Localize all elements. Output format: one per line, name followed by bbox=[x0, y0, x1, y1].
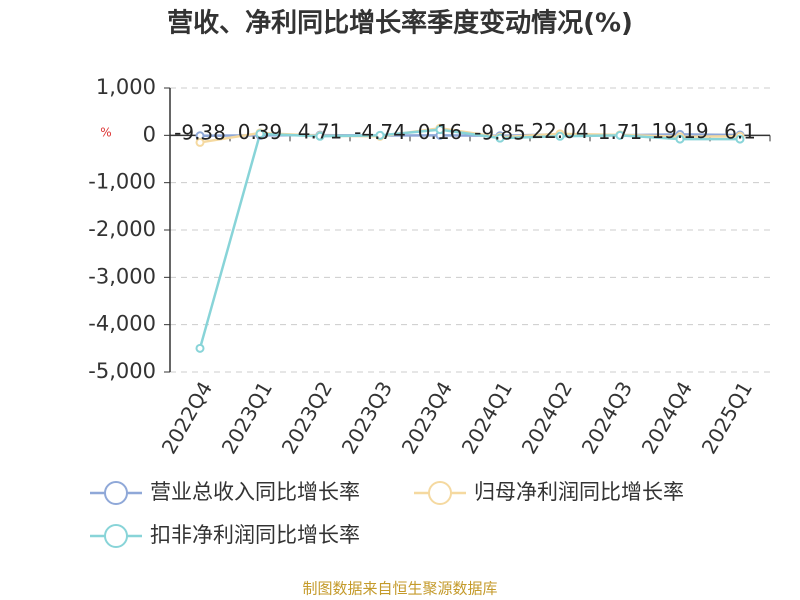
legend-label: 扣非净利润同比增长率 bbox=[150, 523, 360, 547]
x-tick-label: 2023Q1 bbox=[217, 377, 277, 458]
data-label: 6.1 bbox=[724, 120, 756, 144]
y-tick-label: -5,000 bbox=[88, 359, 156, 383]
x-tick-label: 2024Q4 bbox=[637, 377, 697, 458]
x-tick-label: 2022Q4 bbox=[157, 377, 217, 458]
y-tick-label: 1,000 bbox=[96, 75, 156, 99]
y-tick-label: -2,000 bbox=[88, 217, 156, 241]
data-point bbox=[315, 131, 325, 141]
data-point bbox=[555, 131, 565, 141]
x-tick-label: 2024Q2 bbox=[517, 377, 577, 458]
x-tick-label: 2023Q2 bbox=[277, 377, 337, 458]
y-tick-label: -3,000 bbox=[88, 264, 156, 288]
data-point bbox=[675, 134, 685, 144]
data-point bbox=[435, 125, 445, 135]
chart-title: 营收、净利同比增长率季度变动情况(%) bbox=[167, 8, 633, 39]
legend-label: 归母净利润同比增长率 bbox=[474, 480, 684, 504]
y-tick-label: -1,000 bbox=[88, 170, 156, 194]
data-point bbox=[375, 130, 385, 140]
x-tick-label: 2024Q1 bbox=[457, 377, 517, 458]
series-line bbox=[198, 128, 740, 349]
unit-label: % bbox=[100, 126, 111, 140]
y-tick-label: 0 bbox=[143, 122, 156, 146]
data-label: 0.16 bbox=[418, 120, 463, 144]
data-point bbox=[495, 133, 505, 143]
legend-marker bbox=[104, 481, 128, 505]
data-label: 0.39 bbox=[238, 120, 283, 144]
x-tick-label: 2023Q4 bbox=[397, 377, 457, 458]
data-point bbox=[255, 129, 265, 139]
data-label: 19.19 bbox=[651, 119, 708, 143]
data-label: 4.71 bbox=[298, 120, 343, 144]
data-label: -9.38 bbox=[174, 120, 226, 144]
x-tick-label: 2024Q3 bbox=[577, 377, 637, 458]
legend-marker bbox=[104, 524, 128, 548]
data-label: -4.74 bbox=[354, 120, 406, 144]
data-point bbox=[615, 130, 625, 140]
data-point bbox=[195, 137, 205, 147]
data-label: 1.71 bbox=[598, 120, 643, 144]
y-tick-label: -4,000 bbox=[88, 312, 156, 336]
data-point bbox=[735, 134, 745, 144]
x-tick-label: 2025Q1 bbox=[697, 377, 757, 458]
x-tick-label: 2023Q3 bbox=[337, 377, 397, 458]
legend-marker bbox=[428, 481, 452, 505]
source-note: 制图数据来自恒生聚源数据库 bbox=[302, 580, 497, 598]
data-label: 22.04 bbox=[531, 119, 588, 143]
legend-label: 营业总收入同比增长率 bbox=[150, 480, 360, 504]
data-point bbox=[195, 343, 205, 353]
data-label: -9.85 bbox=[474, 120, 526, 144]
